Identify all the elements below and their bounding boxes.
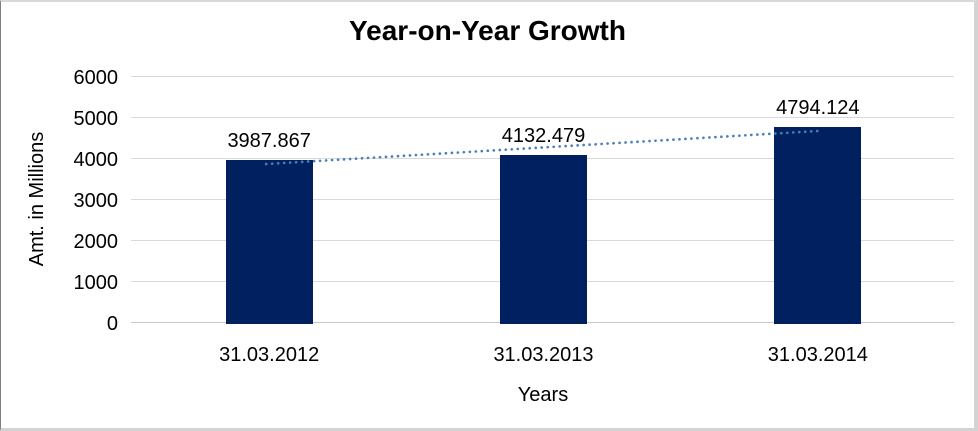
bar bbox=[500, 154, 587, 324]
y-tick-label: 5000 bbox=[73, 108, 119, 130]
y-tick-label: 0 bbox=[106, 313, 118, 335]
y-tick-label: 1000 bbox=[73, 272, 119, 294]
x-tick-label: 31.03.2014 bbox=[767, 344, 868, 366]
bar-data-label: 4794.124 bbox=[776, 97, 860, 120]
gridline bbox=[131, 76, 954, 77]
bar-data-label: 3987.867 bbox=[227, 130, 311, 153]
y-tick-label: 4000 bbox=[73, 149, 119, 171]
y-tick-label: 2000 bbox=[73, 231, 119, 253]
y-tick-label: 3000 bbox=[73, 190, 119, 212]
y-tick-label: 6000 bbox=[73, 67, 119, 89]
chart-title: Year-on-Year Growth bbox=[349, 15, 626, 46]
bar bbox=[225, 160, 313, 324]
gridline bbox=[131, 117, 954, 118]
x-axis-title: Years bbox=[517, 384, 569, 406]
x-tick-label: 31.03.2013 bbox=[493, 344, 594, 366]
bar bbox=[774, 127, 862, 324]
bar-data-label: 4132.479 bbox=[501, 124, 586, 147]
x-tick-label: 31.03.2012 bbox=[219, 344, 320, 366]
